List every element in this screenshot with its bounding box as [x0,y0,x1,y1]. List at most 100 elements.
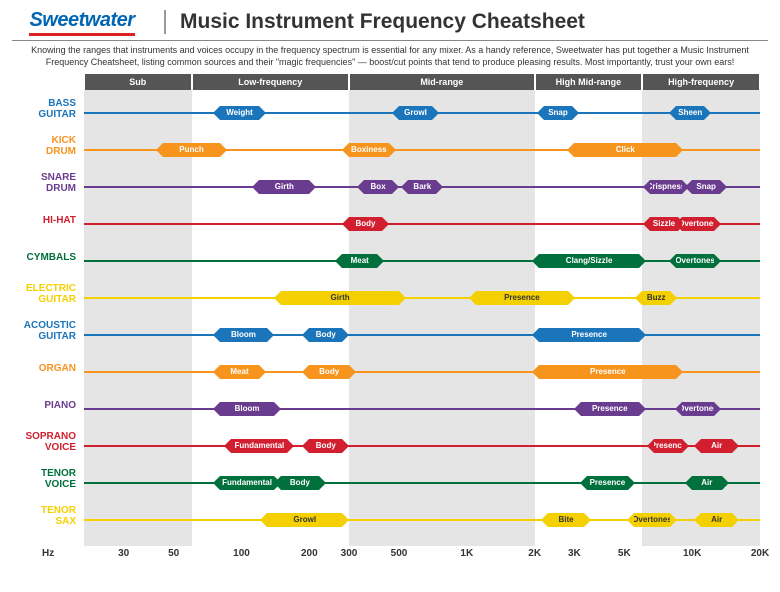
axis: Hz30501002003005001K2K3K5K10K20K [12,546,760,564]
axis-tick: 300 [341,548,358,559]
instrument-row: KICKDRUM Punch Boxiness Click [12,131,760,168]
axis-tick: 30 [118,548,129,559]
axis-tick: 200 [301,548,318,559]
row-label: TENORSAX [12,501,80,531]
freq-marker: Crispness [650,180,682,194]
page-title: Music Instrument Frequency Cheatsheet [164,10,585,34]
freq-marker: Overtones [682,402,714,416]
freq-marker: Snap [692,180,720,194]
row-label-line: GUITAR [38,294,76,305]
freq-marker: Girth [281,291,399,305]
freq-marker: Meat [220,365,260,379]
freq-marker: Punch [163,143,219,157]
band-header: Mid-range [349,74,535,90]
instrument-row: ACOUSTICGUITARBloomBodyPresence [12,316,760,353]
freq-marker: Growl [399,106,432,120]
row-label: TENORVOICE [12,464,80,494]
row-label-line: TENOR [41,468,76,479]
freq-marker: Weight [220,106,260,120]
freq-marker: Meat [342,254,377,268]
freq-marker: Overtones [676,254,714,268]
row-label-line: ELECTRIC [26,283,76,294]
instrument-row: ELECTRICGUITARGirthPresenceBuzz [12,279,760,316]
row-label-line: HI-HAT [43,215,76,226]
freq-marker: Fundamental [231,439,287,453]
freq-marker: Body [309,365,349,379]
instrument-row: CYMBALSMeatClang/SizzleOvertones [12,242,760,279]
axis-tick: 1K [460,548,473,559]
row-label: SOPRANOVOICE [12,427,80,457]
row-label: HI-HAT [12,205,80,235]
freq-marker: Body [309,328,342,342]
freq-marker: Overtones [634,513,671,527]
row-label-line: KICK [52,135,76,146]
band-header: High Mid-range [535,74,643,90]
freq-marker: Presence [654,439,682,453]
instrument-row: SNAREDRUM Girth Box Bark Crispness Snap [12,168,760,205]
row-label-line: VOICE [45,479,76,490]
logo-text: Sweetwater [29,9,134,36]
axis-tick: 50 [168,548,179,559]
instrument-row: TENORVOICE Fundamental Body Presence Air [12,464,760,501]
row-label-line: SNARE [41,172,76,183]
freq-marker: Presence [587,476,629,490]
freq-marker: Air [692,476,721,490]
row-label: CYMBALS [12,242,80,272]
freq-marker: Click [574,143,676,157]
freq-marker: Presence [539,365,676,379]
freq-marker: Presence [581,402,639,416]
row-label-line: PIANO [44,400,76,411]
band-header: Sub [84,74,192,90]
row-label: PIANO [12,390,80,420]
row-label-line: DRUM [46,183,76,194]
row-label-line: GUITAR [38,109,76,120]
freq-marker: Sizzle [650,217,678,231]
freq-marker: Air [701,513,731,527]
brand-logo: Sweetwater [12,8,152,36]
freq-marker: Fundamental [220,476,275,490]
freq-marker: Sheen [676,106,704,120]
axis-tick: 5K [618,548,631,559]
row-label: ORGAN [12,353,80,383]
instrument-row: PIANO Bloom Presence Overtones [12,390,760,427]
band-header: Low-frequency [192,74,350,90]
freq-marker: Snap [544,106,572,120]
frequency-chart: SubLow-frequencyMid-rangeHigh Mid-rangeH… [12,74,768,564]
row-label-line: DRUM [46,146,76,157]
row-label-line: BASS [48,98,76,109]
row-label-line: CYMBALS [27,252,76,263]
freq-marker: Body [281,476,318,490]
row-line [84,334,760,336]
freq-marker: Boxiness [349,143,389,157]
band-header: High-frequency [642,74,760,90]
freq-marker: Body [309,439,342,453]
row-label-line: VOICE [45,442,76,453]
row-label-line: ORGAN [39,363,76,374]
instrument-row: TENORSAX Growl Bite Overtones Air [12,501,760,538]
freq-marker: Girth [259,180,309,194]
row-line [84,260,760,262]
axis-tick: 20K [751,548,769,559]
freq-marker: Growl [267,513,342,527]
instrument-row: HI-HATBodySizzleOvertones [12,205,760,242]
row-label-line: TENOR [41,505,76,516]
freq-marker: Bloom [220,402,275,416]
row-label: BASSGUITAR [12,94,80,124]
freq-marker: Bloom [220,328,268,342]
intro-text: Knowing the ranges that instruments and … [12,45,768,68]
row-line [84,408,760,410]
freq-marker: Body [349,217,382,231]
axis-tick: 100 [233,548,250,559]
row-line [84,482,760,484]
freq-marker: Presence [476,291,567,305]
row-label-line: SOPRANO [25,431,76,442]
instrument-row: SOPRANOVOICEFundamentalBodyPresenceAir [12,427,760,464]
freq-marker: Box [364,180,392,194]
instrument-row: BASSGUITAR Weight Growl Snap Sheen [12,94,760,131]
axis-unit: Hz [42,548,54,559]
freq-marker: Bite [548,513,583,527]
row-label: ACOUSTICGUITAR [12,316,80,346]
freq-marker: Bark [408,180,436,194]
row-label: SNAREDRUM [12,168,80,198]
axis-tick: 2K [528,548,541,559]
